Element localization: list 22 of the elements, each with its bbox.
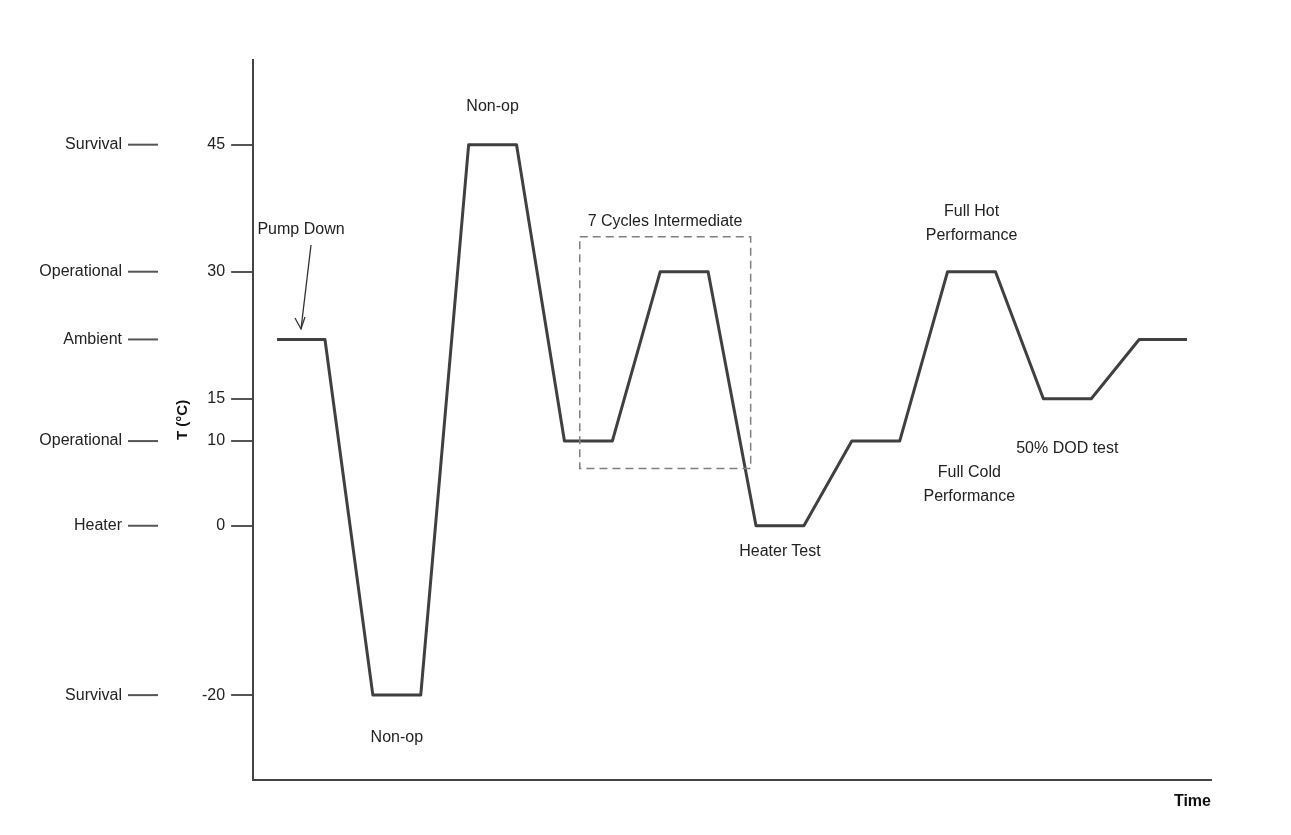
ref-line-label: Ambient [63,329,123,347]
annotation: 7 Cycles Intermediate [587,212,743,230]
x-axis-title: Time [1173,791,1212,809]
annotation: Non-op [370,727,424,745]
ref-line-label: Operational [39,431,122,449]
annotation: Full Hot Performance [925,202,1018,244]
annotation: Full Cold Performance [923,463,1016,505]
annotation: Heater Test [739,542,822,560]
y-tick-label: 10 [207,431,226,449]
y-tick-label: 45 [207,135,226,153]
y-tick-label: -20 [202,685,226,703]
ref-line-label: Operational [39,262,122,280]
ref-line-label: Survival [65,685,122,703]
ref-line-label: Survival [65,135,122,153]
y-axis-title: T (°C) [173,399,191,440]
y-tick-label: 30 [207,262,226,280]
ref-line-label: Heater [73,516,123,534]
annotation: 50% DOD test [1016,439,1119,457]
y-tick-label: 0 [216,516,226,534]
y-tick-label: 15 [207,389,226,407]
annotation: Pump Down [257,219,345,237]
annotation: Non-op [466,97,519,115]
